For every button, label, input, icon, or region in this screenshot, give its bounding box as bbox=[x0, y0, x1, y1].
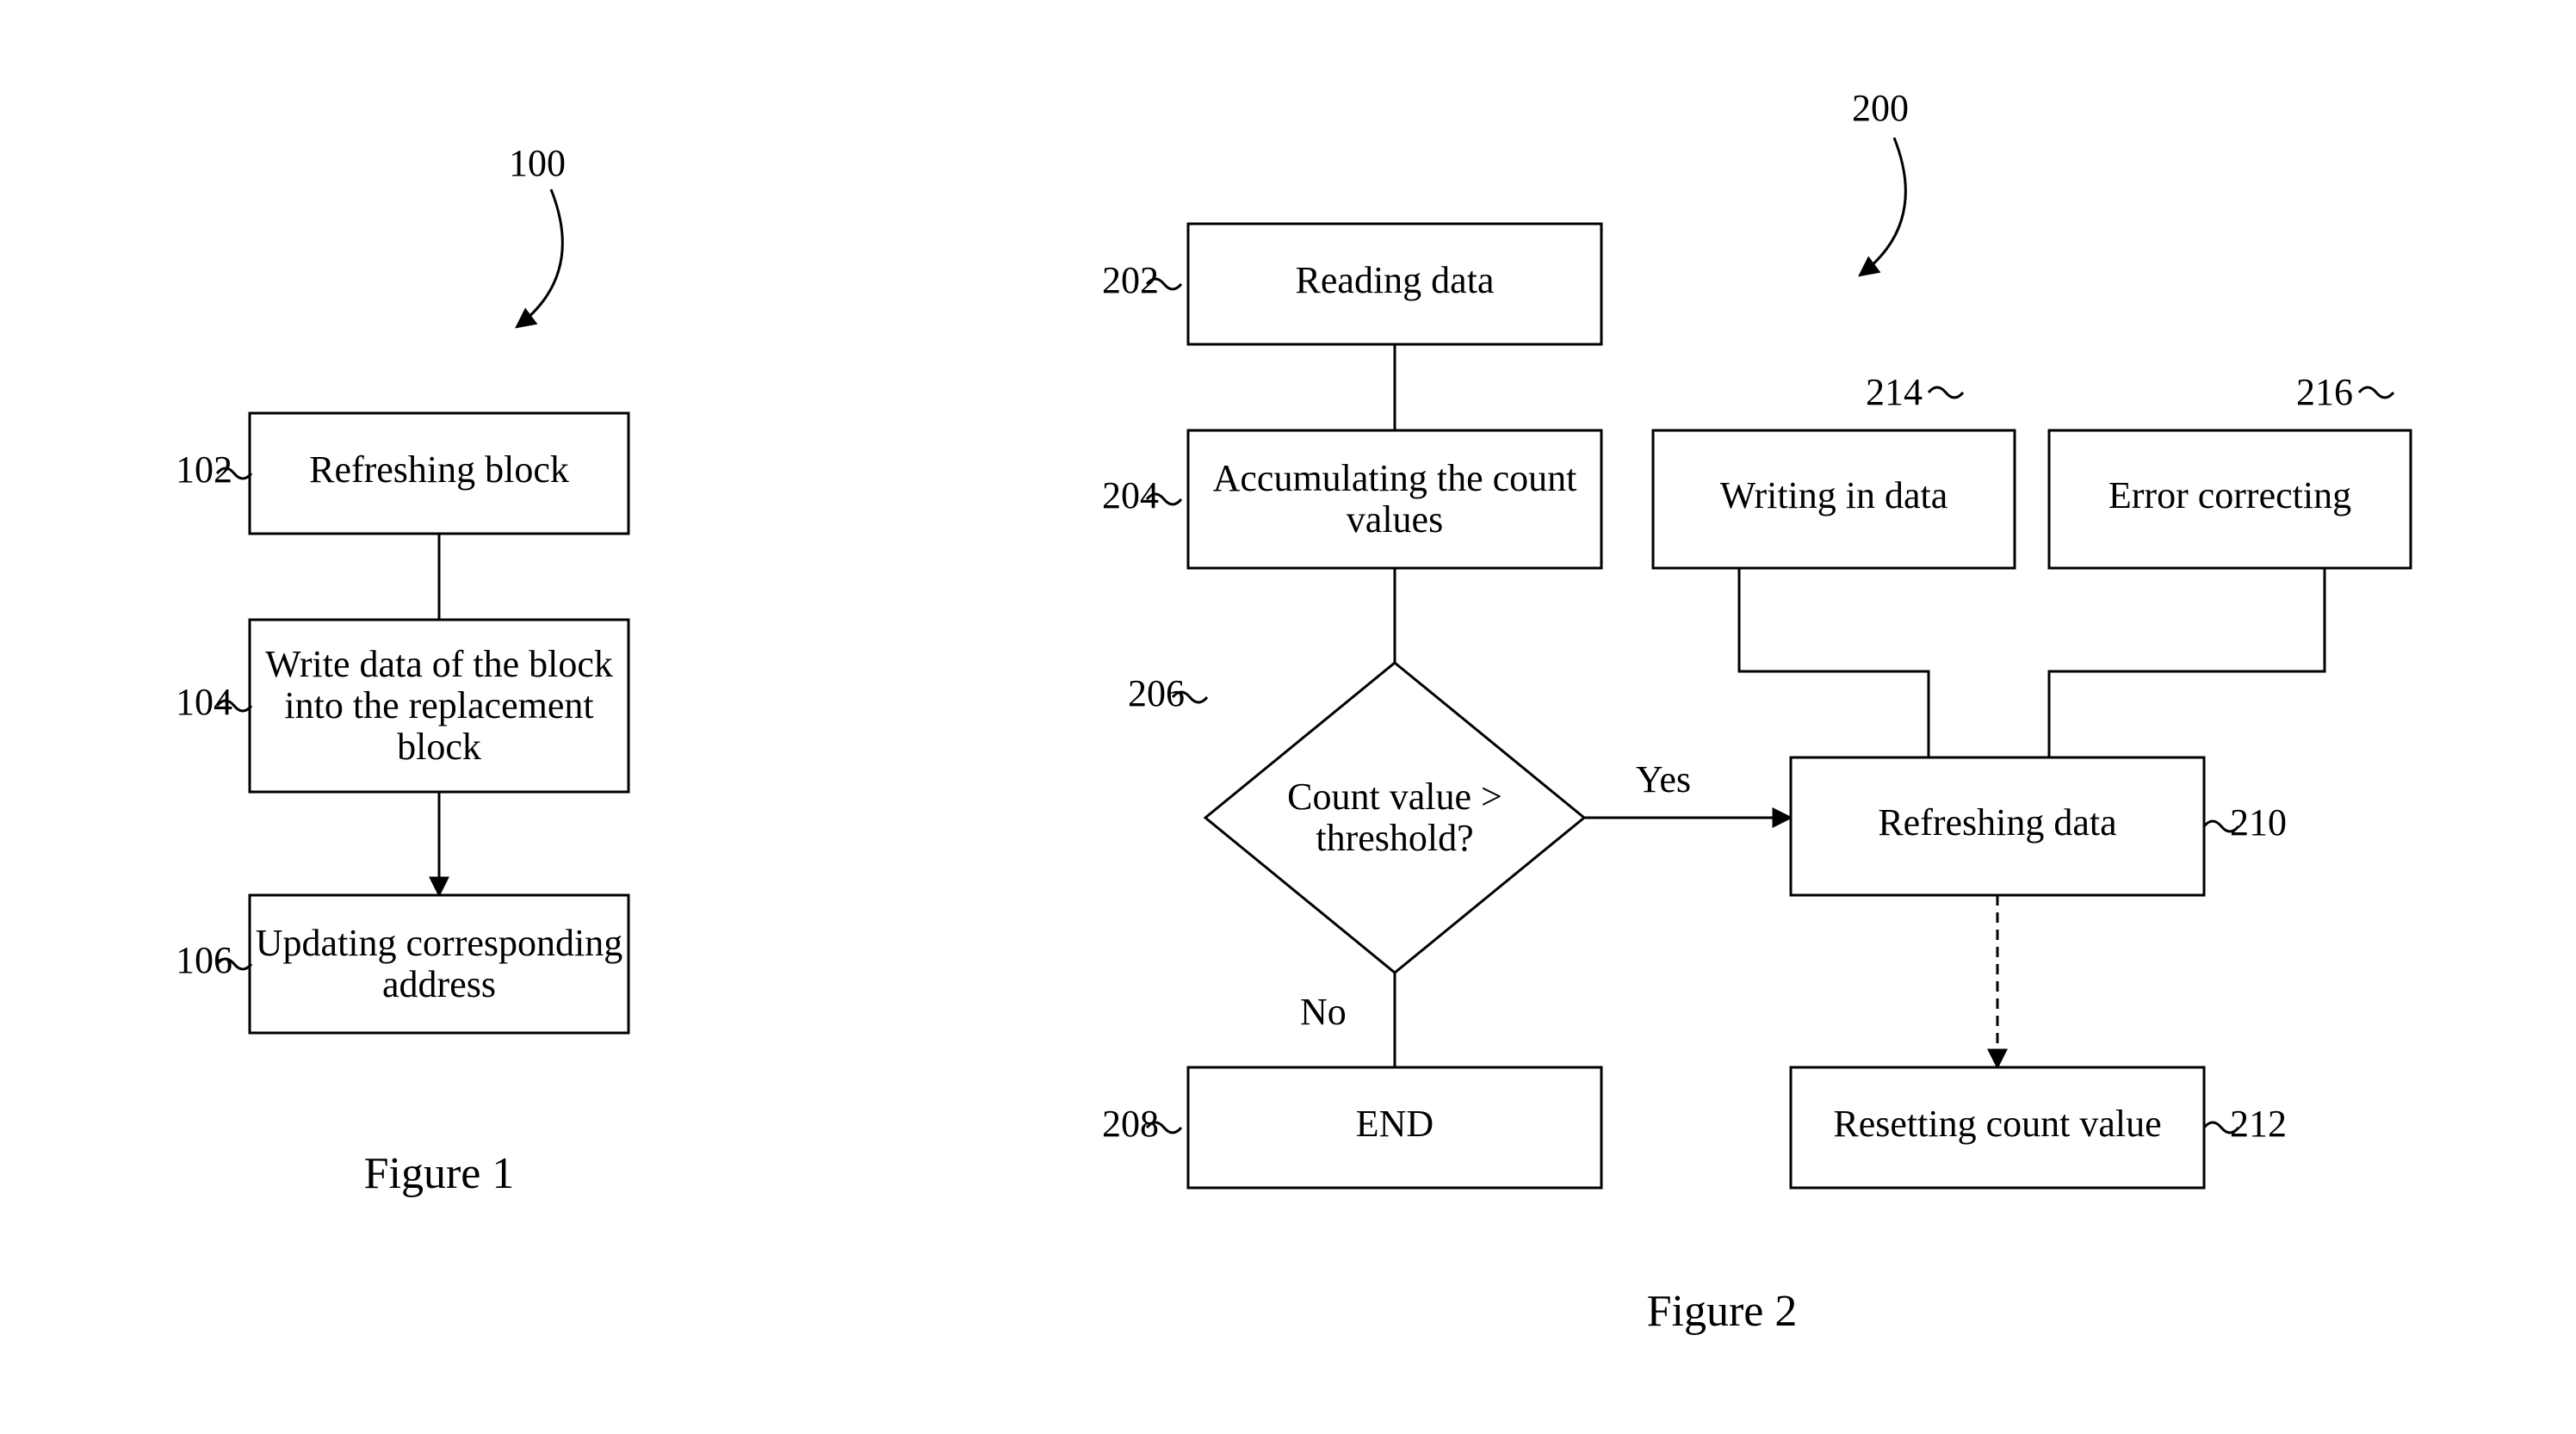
node-104-text-1: Write data of the block bbox=[265, 643, 613, 685]
node-106-text-1: Updating corresponding bbox=[256, 922, 622, 964]
node-102: Refreshing block bbox=[250, 413, 629, 534]
node-206-text-2: threshold? bbox=[1316, 817, 1473, 859]
node-206-text-1: Count value > bbox=[1287, 776, 1502, 818]
label-no: No bbox=[1300, 991, 1347, 1033]
ref-200-arrow bbox=[1860, 138, 1905, 275]
edge-214-210 bbox=[1739, 568, 1929, 757]
ref-100-arrow bbox=[517, 189, 562, 327]
figure-2-caption: Figure 2 bbox=[1647, 1287, 1798, 1336]
figure-1-caption: Figure 1 bbox=[364, 1149, 515, 1198]
node-104-text-3: block bbox=[397, 726, 481, 768]
node-104: Write data of the block into the replace… bbox=[250, 620, 629, 792]
node-216-tilde bbox=[2359, 387, 2393, 398]
edge-216-210 bbox=[2049, 568, 2325, 757]
figure-1: 100 Refreshing block 102 Write data of t… bbox=[176, 142, 629, 1198]
node-202-text: Reading data bbox=[1296, 259, 1495, 301]
diagram-canvas: 100 Refreshing block 102 Write data of t… bbox=[0, 0, 2576, 1434]
node-204-text-2: values bbox=[1347, 498, 1443, 541]
node-216-id: 216 bbox=[2296, 371, 2353, 413]
node-216: Error correcting bbox=[2049, 430, 2411, 568]
node-210-id: 210 bbox=[2230, 801, 2287, 844]
node-204-text-1: Accumulating the count bbox=[1213, 457, 1577, 499]
node-212-id: 212 bbox=[2230, 1103, 2287, 1145]
node-106: Updating corresponding address bbox=[250, 895, 629, 1033]
node-202: Reading data bbox=[1188, 224, 1601, 344]
node-214-id: 214 bbox=[1866, 371, 1923, 413]
node-208: END bbox=[1188, 1067, 1601, 1188]
ref-100-label: 100 bbox=[509, 142, 566, 184]
node-208-text: END bbox=[1356, 1103, 1434, 1145]
node-104-text-2: into the replacement bbox=[284, 684, 593, 726]
node-204: Accumulating the count values bbox=[1188, 430, 1601, 568]
node-212: Resetting count value bbox=[1791, 1067, 2204, 1188]
node-210: Refreshing data bbox=[1791, 757, 2204, 895]
figure-2: 200 Reading data 202 Accumulating the co… bbox=[1102, 87, 2411, 1336]
node-106-text-2: address bbox=[382, 963, 496, 1005]
ref-200-label: 200 bbox=[1852, 87, 1909, 129]
node-206: Count value > threshold? bbox=[1205, 663, 1584, 973]
node-214-text: Writing in data bbox=[1720, 474, 1948, 516]
node-214-tilde bbox=[1929, 387, 1963, 398]
node-216-text: Error correcting bbox=[2108, 474, 2351, 516]
node-212-text: Resetting count value bbox=[1833, 1103, 2161, 1145]
label-yes: Yes bbox=[1636, 758, 1691, 800]
node-214: Writing in data bbox=[1653, 430, 2015, 568]
node-102-text: Refreshing block bbox=[309, 448, 569, 491]
node-210-text: Refreshing data bbox=[1878, 801, 2116, 844]
